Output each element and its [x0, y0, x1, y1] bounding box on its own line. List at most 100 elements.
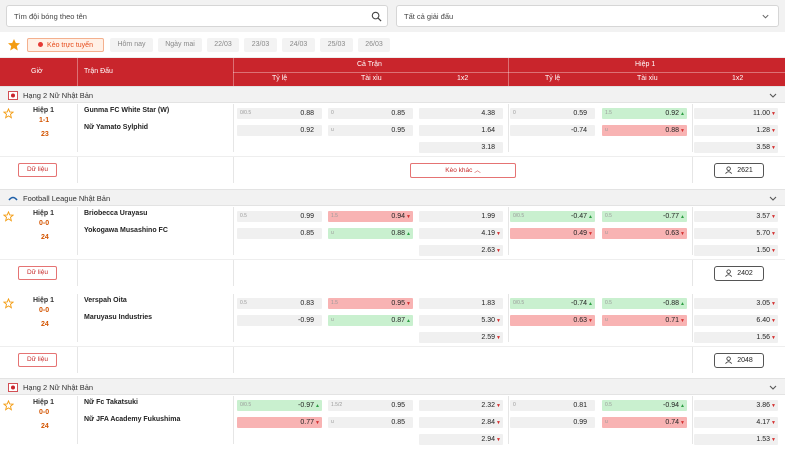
odds-cell[interactable]: 4.17 ▼: [694, 417, 778, 428]
odds-cell[interactable]: 1.56 ▼: [694, 332, 778, 343]
odds-value: 0.88: [391, 230, 405, 237]
chevron-down-icon[interactable]: [769, 92, 777, 99]
league-header-row[interactable]: Hạng 2 Nữ Nhật Bản: [0, 378, 785, 395]
favorite-star-icon[interactable]: [2, 297, 15, 309]
odds-cell[interactable]: 0.5 -0.88 ▲: [602, 298, 687, 309]
favorites-star-icon[interactable]: [7, 38, 21, 52]
odds-cell[interactable]: 6.40 ▼: [694, 315, 778, 326]
odds-cell[interactable]: 0.49 ▼: [510, 228, 595, 239]
stats-data-button[interactable]: Dữ liệu: [18, 163, 57, 177]
odds-cell[interactable]: 5.30 ▼: [419, 315, 503, 326]
odds-cell[interactable]: 2.63 ▼: [419, 245, 503, 256]
match-row: Hiệp 1 0-0 24 Briobecca Urayasu Yokogawa Mus…: [0, 207, 785, 256]
odds-cell[interactable]: u 0.71 ▼: [602, 315, 687, 326]
odds-cell[interactable]: 2.59 ▼: [419, 332, 503, 343]
away-team-name[interactable]: Nữ Yamato Sylphid: [84, 124, 149, 131]
odds-cell[interactable]: 1.50 ▼: [694, 245, 778, 256]
filter-date-22-03[interactable]: 22/03: [207, 38, 239, 52]
bet-count-button[interactable]: 2402: [714, 266, 764, 281]
odds-cell[interactable]: 0/0.5 0.88: [237, 108, 322, 119]
odds-cell[interactable]: 1.99: [419, 211, 503, 222]
filter-date-25-03[interactable]: 25/03: [320, 38, 353, 52]
team-search-input[interactable]: Tìm đội bóng theo tên: [6, 5, 388, 27]
league-header-row[interactable]: Hạng 2 Nữ Nhật Bản: [0, 86, 785, 103]
odds-cell[interactable]: u 0.74 ▼: [602, 417, 687, 428]
odds-cell[interactable]: 0 0.81: [510, 400, 595, 411]
odds-cell[interactable]: 1.64: [419, 125, 503, 136]
odds-cell[interactable]: 1.5 0.95 ▼: [328, 298, 413, 309]
live-dot-icon: [38, 42, 44, 47]
odds-cell[interactable]: 1.28 ▼: [694, 125, 778, 136]
odds-value: 3.18: [481, 144, 495, 151]
odds-cell[interactable]: 0.99: [510, 417, 595, 428]
odds-cell[interactable]: 5.70 ▼: [694, 228, 778, 239]
odds-cell[interactable]: -0.74: [510, 125, 595, 136]
away-team-name[interactable]: Yokogawa Musashino FC: [84, 227, 168, 234]
odds-cell[interactable]: 3.57 ▼: [694, 211, 778, 222]
bet-count-button[interactable]: 2048: [714, 353, 764, 368]
odds-cell[interactable]: 2.94 ▼: [419, 434, 503, 445]
odds-cell[interactable]: 11.00 ▼: [694, 108, 778, 119]
filter-date-23-03[interactable]: 23/03: [244, 38, 277, 52]
odds-cell[interactable]: 0/0.5 -0.47 ▲: [510, 211, 595, 222]
odds-cell[interactable]: 2.32 ▼: [419, 400, 503, 411]
favorite-star-icon[interactable]: [2, 399, 15, 411]
odds-cell[interactable]: u 0.95: [328, 125, 413, 136]
odds-cell[interactable]: 1.5/2 0.95: [328, 400, 413, 411]
filter-tomorrow[interactable]: Ngày mai: [158, 38, 202, 52]
odds-cell[interactable]: 0.92: [237, 125, 322, 136]
chevron-down-icon[interactable]: [769, 384, 777, 391]
home-team-name[interactable]: Gunma FC White Star (W): [84, 107, 170, 114]
odds-cell[interactable]: 0/0.5 -0.97 ▲: [237, 400, 322, 411]
odds-cell[interactable]: 4.38: [419, 108, 503, 119]
odds-cell[interactable]: 0.77 ▼: [237, 417, 322, 428]
odds-cell[interactable]: 3.86 ▼: [694, 400, 778, 411]
favorite-star-icon[interactable]: [2, 107, 15, 119]
league-select[interactable]: Tất cả giải đấu: [396, 5, 779, 27]
odds-cell[interactable]: 0.5 0.83: [237, 298, 322, 309]
league-header-row[interactable]: Football League Nhật Bản: [0, 189, 785, 206]
odds-cell[interactable]: 4.19 ▼: [419, 228, 503, 239]
more-odds-button[interactable]: Kèo khác ︿: [410, 163, 516, 178]
odds-cell[interactable]: 0.5 -0.94 ▲: [602, 400, 687, 411]
odds-cell[interactable]: 0.63 ▼: [510, 315, 595, 326]
search-icon[interactable]: [371, 11, 382, 22]
odds-cell[interactable]: 0.85: [237, 228, 322, 239]
filter-date-24-03[interactable]: 24/03: [282, 38, 315, 52]
odds-cell[interactable]: 1.83: [419, 298, 503, 309]
home-team-name[interactable]: Nữ Fc Takatsuki: [84, 399, 138, 406]
bet-count-button[interactable]: 2621: [714, 163, 764, 178]
filter-live-odds[interactable]: Kèo trực tuyến: [27, 38, 104, 52]
odds-cell[interactable]: 0 0.85: [328, 108, 413, 119]
match-row: Hiệp 1 0-0 24 Verspah Oita Maruyasu Industri…: [0, 294, 785, 343]
odds-cell[interactable]: u 0.88 ▼: [602, 125, 687, 136]
away-team-name[interactable]: Maruyasu Industries: [84, 314, 153, 321]
stats-data-button[interactable]: Dữ liệu: [18, 266, 57, 280]
favorite-star-icon[interactable]: [2, 210, 15, 222]
odds-cell[interactable]: 3.18: [419, 142, 503, 153]
odds-cell[interactable]: 0 0.59: [510, 108, 595, 119]
odds-cell[interactable]: -0.99: [237, 315, 322, 326]
chevron-down-icon[interactable]: [769, 195, 777, 202]
away-team-name[interactable]: Nữ JFA Academy Fukushima: [84, 416, 181, 423]
arrow-up-icon: ▲: [680, 111, 685, 117]
odds-cell[interactable]: 0.5 0.99: [237, 211, 322, 222]
odds-cell[interactable]: u 0.85: [328, 417, 413, 428]
odds-cell[interactable]: 2.84 ▼: [419, 417, 503, 428]
home-team-name[interactable]: Verspah Oita: [84, 297, 127, 304]
home-team-name[interactable]: Briobecca Urayasu: [84, 210, 148, 217]
filter-today[interactable]: Hôm nay: [110, 38, 153, 52]
odds-cell[interactable]: u 0.63 ▼: [602, 228, 687, 239]
odds-value: 0.85: [391, 419, 405, 426]
odds-cell[interactable]: u 0.88 ▲: [328, 228, 413, 239]
odds-cell[interactable]: 1.53 ▼: [694, 434, 778, 445]
odds-cell[interactable]: 0.5 -0.77 ▲: [602, 211, 687, 222]
odds-cell[interactable]: u 0.87 ▲: [328, 315, 413, 326]
odds-cell[interactable]: 3.05 ▼: [694, 298, 778, 309]
odds-cell[interactable]: 1.5 0.94 ▼: [328, 211, 413, 222]
odds-cell[interactable]: 1.5 0.92 ▲: [602, 108, 687, 119]
stats-data-button[interactable]: Dữ liệu: [18, 353, 57, 367]
filter-date-26-03[interactable]: 26/03: [358, 38, 390, 52]
odds-cell[interactable]: 0/0.5 -0.74 ▲: [510, 298, 595, 309]
odds-cell[interactable]: 3.58 ▼: [694, 142, 778, 153]
